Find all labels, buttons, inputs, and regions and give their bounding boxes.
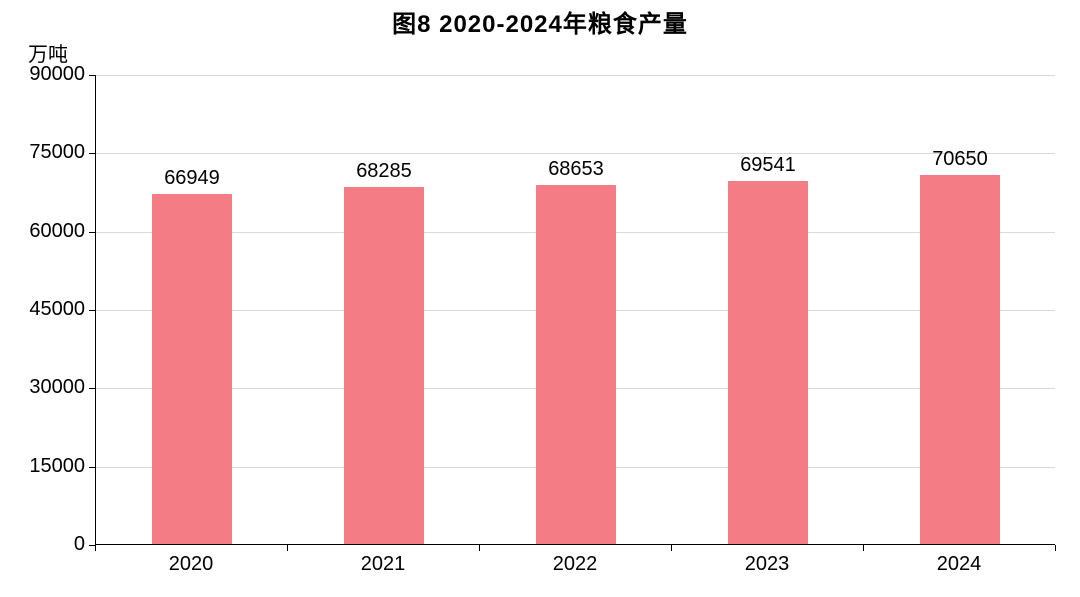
- x-tick-mark: [863, 545, 864, 551]
- bar-value-label: 66949: [164, 167, 220, 190]
- y-tick-label: 75000: [29, 141, 85, 164]
- y-tick-label: 15000: [29, 455, 85, 478]
- y-tick-mark: [89, 388, 95, 389]
- y-tick-mark: [89, 232, 95, 233]
- bar-value-label: 68285: [356, 160, 412, 183]
- y-tick-label: 60000: [29, 220, 85, 243]
- y-tick-label: 0: [74, 533, 85, 556]
- x-tick-mark: [95, 545, 96, 551]
- bar: [344, 187, 425, 544]
- chart-container: 图8 2020-2024年粮食产量 万吨 6694968285686536954…: [0, 0, 1080, 597]
- bar: [536, 185, 617, 544]
- x-tick-mark: [1055, 545, 1056, 551]
- grid-line: [96, 153, 1055, 154]
- y-tick-label: 90000: [29, 63, 85, 86]
- x-category-label: 2024: [937, 553, 982, 576]
- plot-area: 66949 68285 68653 69541 70650: [95, 75, 1055, 545]
- chart-title: 图8 2020-2024年粮食产量: [0, 4, 1080, 39]
- y-tick-mark: [89, 75, 95, 76]
- x-category-label: 2021: [361, 553, 406, 576]
- x-tick-mark: [671, 545, 672, 551]
- y-tick-label: 45000: [29, 298, 85, 321]
- y-tick-mark: [89, 467, 95, 468]
- y-tick-label: 30000: [29, 376, 85, 399]
- bar: [728, 181, 809, 544]
- y-tick-mark: [89, 153, 95, 154]
- bar-value-label: 70650: [932, 148, 988, 171]
- x-category-label: 2023: [745, 553, 790, 576]
- x-tick-mark: [287, 545, 288, 551]
- bar: [152, 194, 233, 544]
- x-category-label: 2022: [553, 553, 598, 576]
- x-tick-mark: [479, 545, 480, 551]
- grid-line: [96, 75, 1055, 76]
- bar-value-label: 69541: [740, 154, 796, 177]
- bar-value-label: 68653: [548, 158, 604, 181]
- x-category-label: 2020: [169, 553, 214, 576]
- bar: [920, 175, 1001, 544]
- y-tick-mark: [89, 310, 95, 311]
